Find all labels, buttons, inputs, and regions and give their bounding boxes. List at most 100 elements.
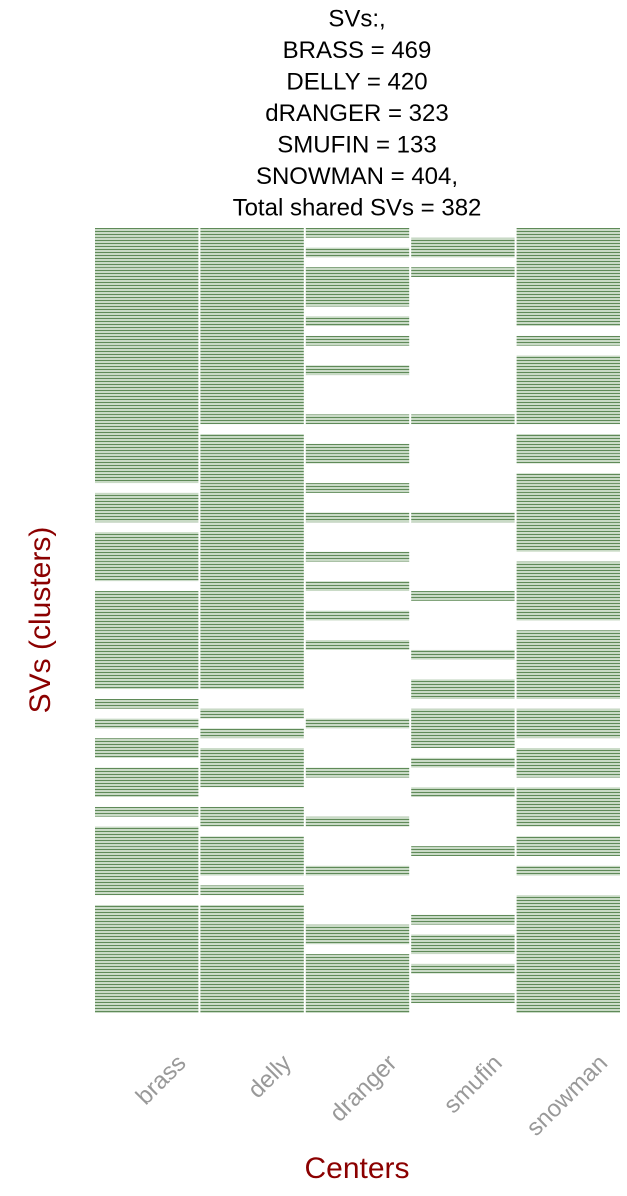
heatmap-cell	[305, 257, 410, 268]
chart-title: SVs:,	[328, 5, 385, 32]
heatmap-cell	[305, 228, 410, 238]
heatmap-cell	[305, 532, 410, 542]
heatmap-cell	[305, 1003, 410, 1013]
heatmap-cell	[411, 375, 515, 385]
heatmap-cell	[200, 237, 304, 248]
heatmap-cell	[200, 630, 304, 641]
heatmap-cell	[516, 640, 620, 650]
heatmap-cell	[411, 532, 515, 542]
heatmap-cell	[516, 375, 620, 385]
y-axis-label: SVs (clusters)	[24, 527, 57, 714]
heatmap-cell	[95, 463, 199, 474]
heatmap-cell	[411, 787, 515, 798]
chart-title: SNOWMAN = 404,	[256, 163, 458, 190]
heatmap-cell	[95, 777, 199, 788]
heatmap-cell	[95, 816, 199, 827]
heatmap-cell	[200, 905, 304, 915]
heatmap-cell	[95, 453, 199, 464]
heatmap-cell	[516, 404, 620, 415]
heatmap-cell	[411, 895, 515, 906]
heatmap-cell	[411, 649, 515, 660]
heatmap-cell	[95, 316, 199, 327]
heatmap-cell	[95, 826, 199, 837]
heatmap-cell	[95, 335, 199, 346]
heatmap-cell	[411, 502, 515, 513]
heatmap-cell	[200, 492, 304, 503]
heatmap-cell	[305, 924, 410, 935]
heatmap-cell	[411, 630, 515, 641]
heatmap-cell	[95, 679, 199, 690]
heatmap-cell	[200, 895, 304, 906]
heatmap-cell	[516, 954, 620, 964]
heatmap-cell	[95, 306, 199, 317]
heatmap-cell	[95, 228, 199, 238]
heatmap-cell	[200, 924, 304, 935]
heatmap-cell	[305, 954, 410, 964]
heatmap-cell	[411, 826, 515, 837]
heatmap-cell	[305, 355, 410, 366]
heatmap-cell	[411, 718, 515, 729]
heatmap-cell	[305, 787, 410, 798]
heatmap-cell	[305, 306, 410, 317]
heatmap-cell	[516, 365, 620, 376]
heatmap-cell	[200, 914, 304, 925]
heatmap-cell	[305, 914, 410, 925]
heatmap-cell	[200, 375, 304, 385]
heatmap-cell	[516, 630, 620, 641]
heatmap-cell	[305, 296, 410, 307]
heatmap-cell	[200, 806, 304, 817]
heatmap-cell	[305, 669, 410, 680]
heatmap-cell	[95, 934, 199, 945]
heatmap-cell	[516, 512, 620, 523]
heatmap-cell	[516, 306, 620, 317]
heatmap-cell	[516, 532, 620, 542]
heatmap-cell	[200, 738, 304, 749]
heatmap-cell	[95, 875, 199, 886]
heatmap-cell	[305, 345, 410, 356]
heatmap-cell	[411, 355, 515, 366]
heatmap-cell	[95, 895, 199, 906]
heatmap-cell	[411, 571, 515, 582]
heatmap-cell	[305, 473, 410, 484]
x-tick-label: brass	[131, 1050, 192, 1111]
heatmap-cell	[516, 443, 620, 454]
heatmap-cell	[305, 836, 410, 847]
heatmap-cell	[305, 993, 410, 1004]
heatmap-cell	[200, 708, 304, 719]
heatmap-cell	[411, 335, 515, 346]
heatmap-cell	[200, 757, 304, 768]
heatmap-cell	[200, 983, 304, 994]
x-tick-label: delly	[243, 1050, 297, 1104]
heatmap-cell	[95, 738, 199, 749]
heatmap-cell	[305, 640, 410, 650]
heatmap-cell	[305, 492, 410, 503]
heatmap-cell	[95, 571, 199, 582]
heatmap-cell	[516, 463, 620, 474]
heatmap-cell	[305, 591, 410, 601]
heatmap-cell	[305, 983, 410, 994]
heatmap-cell	[411, 1003, 515, 1013]
heatmap-cell	[200, 699, 304, 709]
heatmap-cell	[516, 944, 620, 955]
heatmap-cell	[411, 924, 515, 935]
heatmap-cell	[305, 826, 410, 837]
heatmap-cell	[95, 757, 199, 768]
heatmap-cell	[411, 296, 515, 307]
heatmap-cell	[95, 846, 199, 856]
heatmap-cell	[305, 865, 410, 876]
heatmap-cell	[200, 846, 304, 856]
heatmap-cell	[305, 365, 410, 376]
heatmap-cell	[411, 542, 515, 552]
heatmap-cell	[516, 600, 620, 611]
heatmap-cell	[200, 836, 304, 847]
heatmap-cell	[411, 973, 515, 984]
heatmap-cell	[95, 924, 199, 935]
heatmap-cell	[516, 669, 620, 680]
heatmap-cell	[305, 512, 410, 523]
heatmap-cell	[305, 963, 410, 974]
heatmap-cell	[516, 905, 620, 915]
heatmap-cell	[411, 856, 515, 866]
heatmap-cell	[200, 610, 304, 621]
heatmap-cell	[200, 296, 304, 307]
